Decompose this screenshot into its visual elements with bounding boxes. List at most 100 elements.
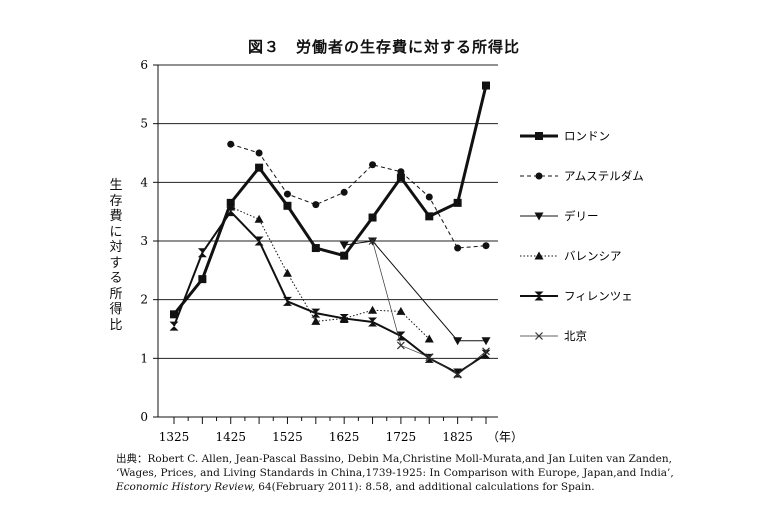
- data-point: [311, 308, 321, 318]
- series-line: [230, 143, 487, 249]
- data-point: [396, 306, 406, 315]
- legend-marker: [535, 172, 543, 180]
- axes: [153, 64, 498, 424]
- legend-item: 北京: [520, 329, 587, 343]
- x-tick-label: 1525: [272, 430, 303, 444]
- data-point: [198, 275, 207, 284]
- source-line-1: 出典：Robert C. Allen, Jean-Pascal Bassino,…: [116, 453, 672, 465]
- data-point: [482, 81, 490, 90]
- chart-title: 図３ 労働者の生存費に対する所得比: [247, 38, 520, 56]
- legend-label: アムステルダム: [564, 169, 644, 183]
- legend-item: ロンドン: [520, 129, 610, 143]
- y-axis-label: 生存費に対する所得比: [109, 178, 123, 333]
- series-group: [169, 81, 491, 379]
- series-6: [368, 237, 490, 379]
- series-line: [344, 240, 486, 342]
- legend-marker: [535, 132, 543, 140]
- series-3: [339, 237, 491, 346]
- data-point: [425, 193, 433, 201]
- y-tick-label: 2: [140, 293, 148, 307]
- series-5: [169, 207, 491, 378]
- series-4: [226, 202, 434, 343]
- data-point: [255, 149, 263, 157]
- y-tick-label: 1: [140, 351, 148, 365]
- series-1: [170, 81, 490, 319]
- source-line-3-rest: 64(February 2011): 8.58, and additional …: [254, 481, 595, 493]
- legend-label: 北京: [564, 329, 587, 343]
- source-citation: 出典：Robert C. Allen, Jean-Pascal Bassino,…: [116, 452, 676, 494]
- data-point: [454, 244, 462, 252]
- data-point: [482, 242, 490, 250]
- data-point: [311, 244, 320, 253]
- data-point: [339, 313, 349, 323]
- y-tick-label: 5: [140, 117, 148, 131]
- legend-item: フィレンツェ: [520, 289, 633, 303]
- data-point: [312, 201, 320, 209]
- data-point: [368, 305, 378, 314]
- series-line: [230, 206, 430, 340]
- x-tick-label: 1825: [442, 430, 473, 444]
- source-journal: Economic History Review,: [116, 481, 255, 493]
- data-point: [368, 237, 377, 245]
- data-point: [396, 341, 405, 350]
- data-point: [311, 316, 321, 325]
- data-point: [255, 163, 264, 172]
- legend-item: バレンシア: [520, 249, 622, 263]
- x-axis-unit: （年）: [487, 430, 523, 444]
- x-tick-label: 1425: [215, 430, 246, 444]
- x-tick-label: 1625: [329, 430, 360, 444]
- y-tick-label: 0: [140, 410, 148, 424]
- y-tick-label: 4: [140, 175, 148, 189]
- data-point: [453, 370, 462, 379]
- data-point: [283, 190, 291, 198]
- data-point: [283, 201, 292, 210]
- data-point: [481, 349, 491, 359]
- y-tick-label: 3: [140, 234, 148, 248]
- y-tick-label: 6: [140, 58, 148, 72]
- data-point: [453, 368, 463, 378]
- data-point: [481, 337, 491, 346]
- data-point: [396, 173, 405, 182]
- data-point: [254, 236, 264, 246]
- legend-marker: [534, 251, 544, 260]
- data-point: [453, 337, 463, 346]
- data-point: [369, 161, 377, 169]
- legend-marker: [535, 332, 543, 340]
- gridlines: [158, 64, 498, 359]
- data-point: [282, 296, 292, 306]
- series-line: [173, 210, 487, 375]
- data-point: [453, 198, 462, 207]
- data-point: [424, 334, 434, 343]
- source-line-2: ‘Wages, Prices, and Living Standards in …: [116, 467, 674, 479]
- data-point: [482, 347, 490, 356]
- legend-label: バレンシア: [564, 249, 622, 263]
- data-point: [282, 268, 292, 277]
- legend-label: フィレンツェ: [564, 289, 633, 303]
- data-point: [368, 213, 377, 222]
- legend-item: デリー: [520, 209, 599, 223]
- legend-marker: [534, 291, 544, 301]
- series-2: [227, 140, 490, 252]
- legend-marker: [534, 212, 544, 221]
- x-tick-labels: 1325 1425 1525 1625 1725 1825 （年）: [159, 430, 523, 444]
- legend-item: アムステルダム: [520, 169, 644, 183]
- y-tick-labels: 0 1 2 3 4 5 6: [140, 58, 148, 424]
- data-point: [169, 321, 179, 331]
- data-point: [197, 248, 207, 258]
- data-point: [425, 212, 434, 221]
- data-point: [226, 207, 236, 217]
- data-point: [339, 241, 349, 250]
- data-point: [170, 310, 178, 319]
- data-point: [368, 317, 378, 327]
- series-line: [172, 85, 488, 316]
- data-point: [227, 140, 235, 148]
- data-point: [340, 188, 348, 196]
- data-point: [397, 168, 405, 176]
- source-line-3: Economic History Review, 64(February 201…: [116, 480, 676, 494]
- legend-label: デリー: [564, 209, 599, 223]
- data-point: [425, 353, 434, 362]
- x-tick-label: 1325: [159, 430, 190, 444]
